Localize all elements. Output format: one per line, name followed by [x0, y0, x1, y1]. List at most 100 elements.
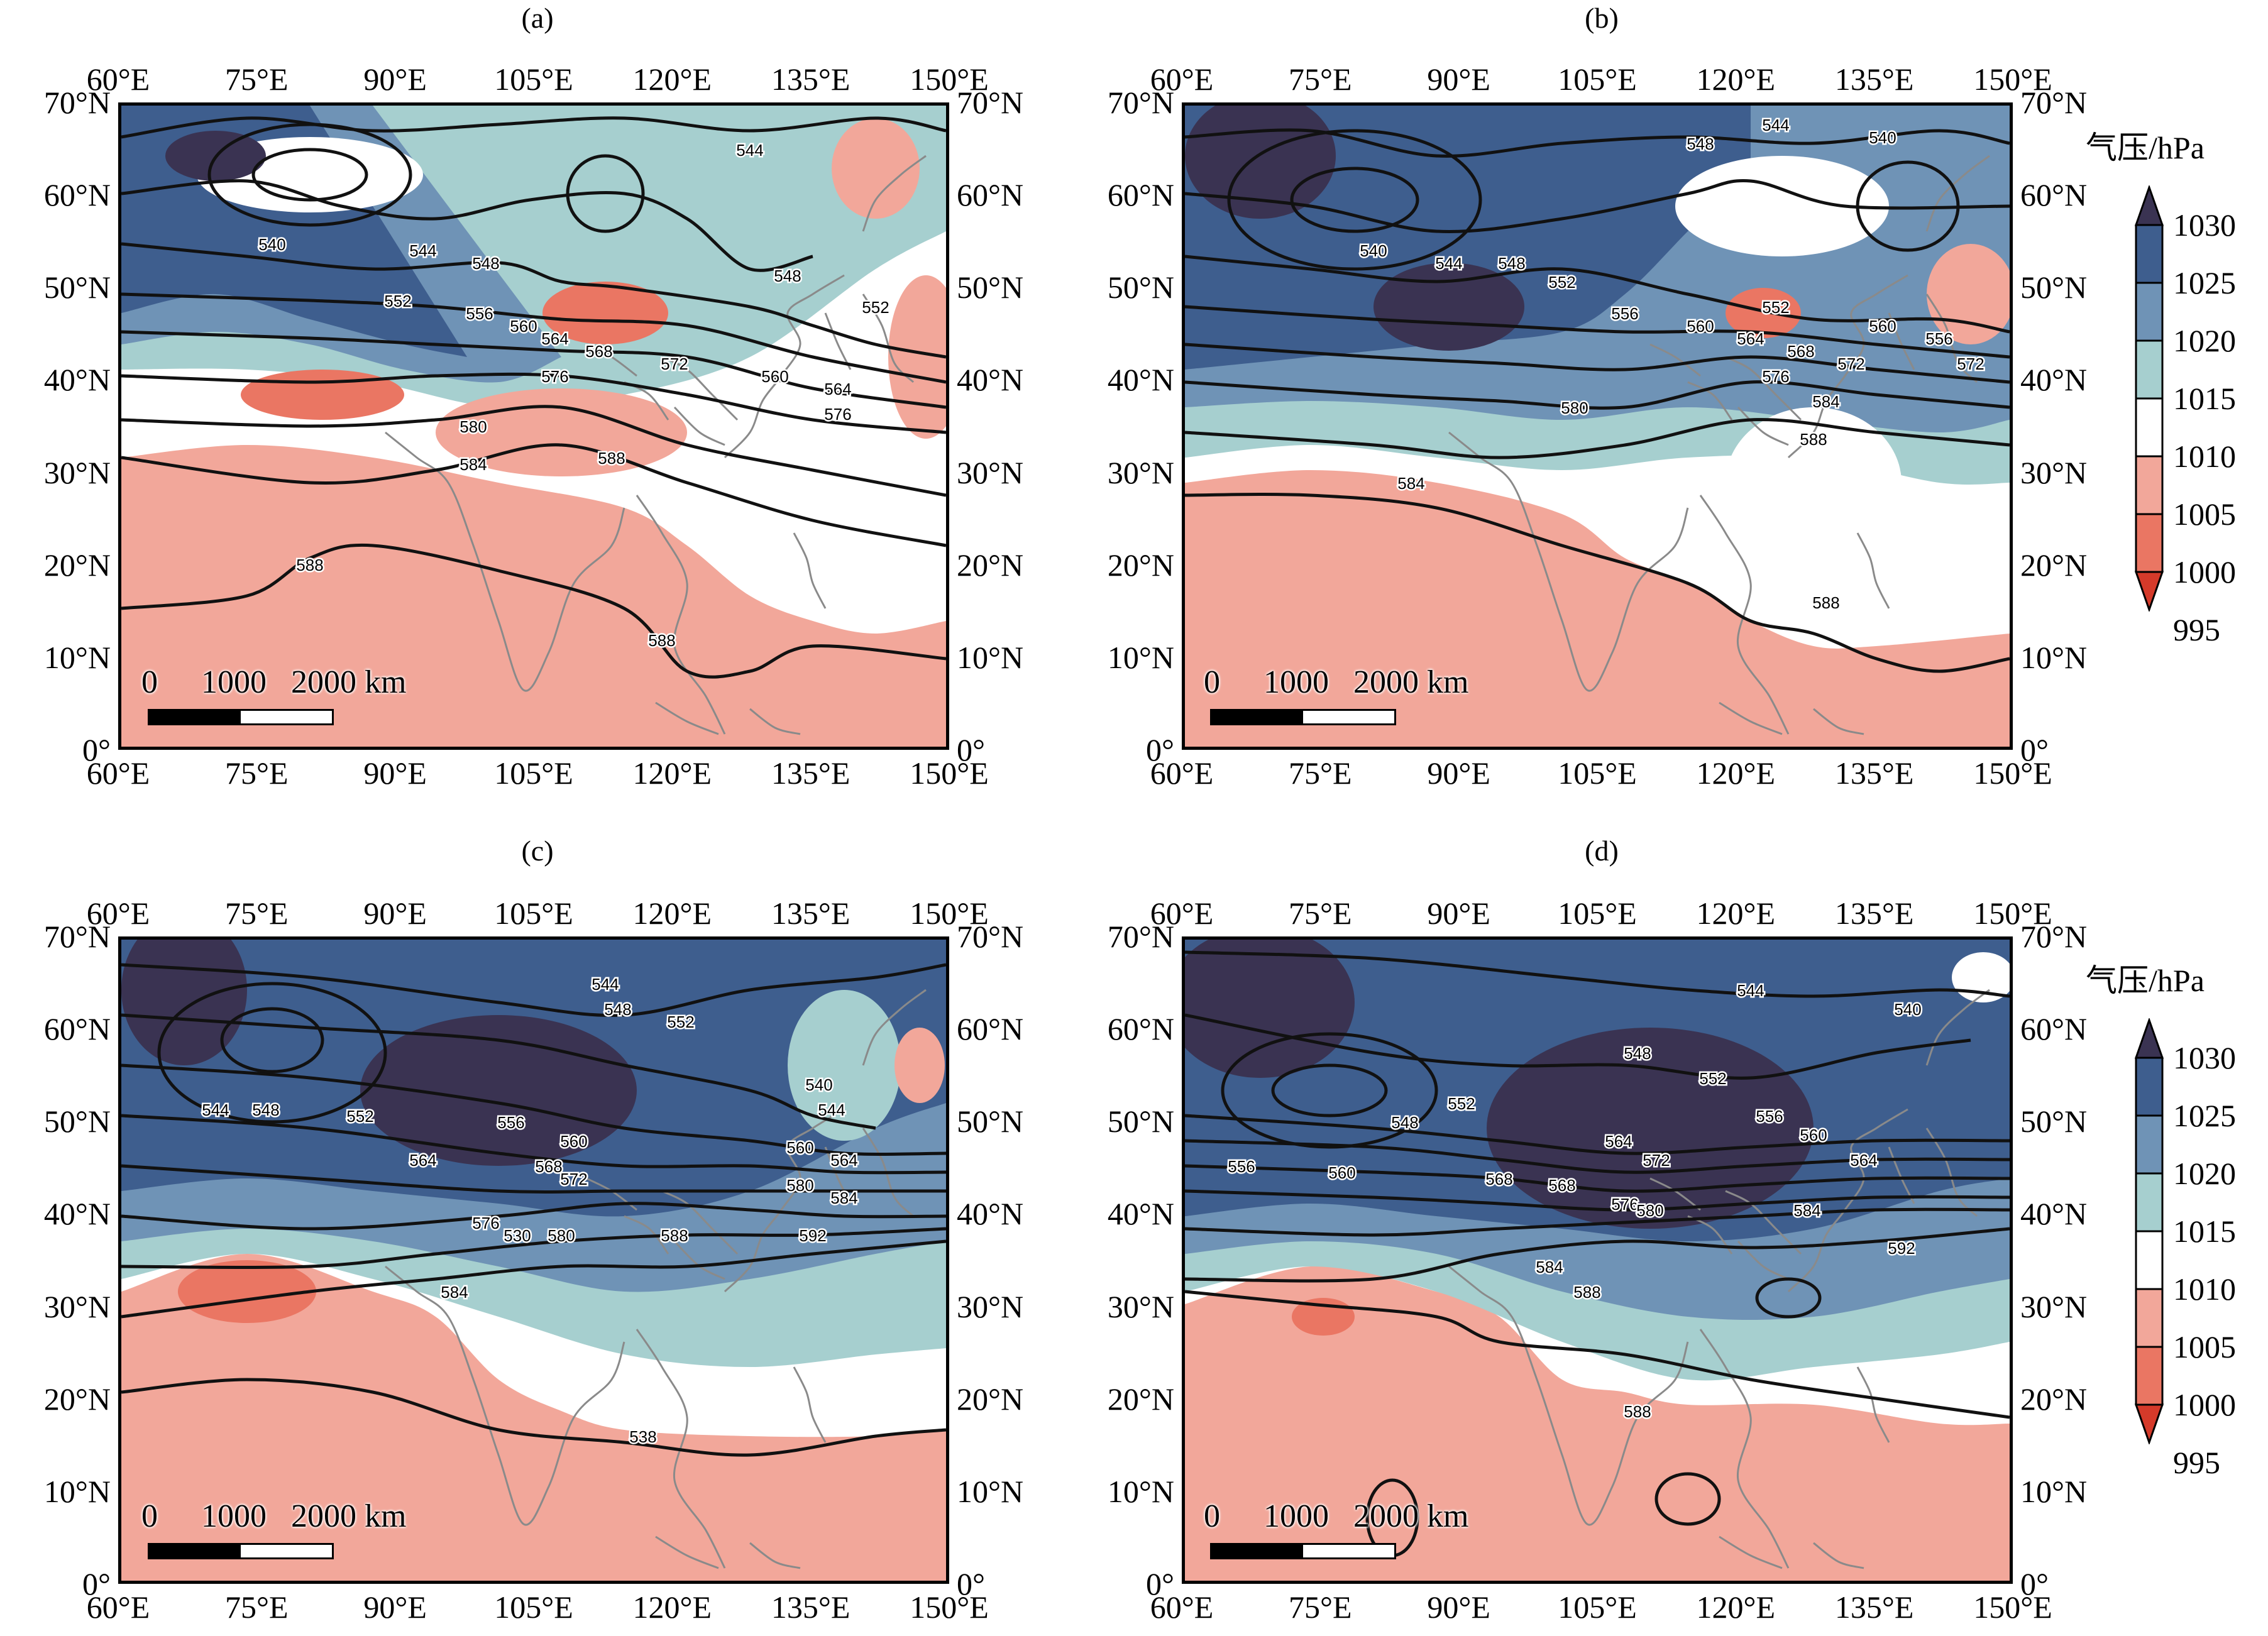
contour-label: 544 — [592, 975, 619, 994]
height-contour — [1185, 1207, 2010, 1237]
lon-tick-label: 60°E — [86, 896, 150, 931]
contour-label: 576 — [541, 367, 568, 386]
lon-tick-label: 150°E — [1973, 1589, 2052, 1625]
lat-tick-label: 0° — [82, 1566, 111, 1601]
map-canvas: 544 540 548 552 552 548 556 560 568 564 576 572 580 5… — [1185, 940, 2010, 1581]
lat-tick-label: 0° — [82, 732, 111, 767]
height-contour — [1185, 1164, 2010, 1193]
contour-label: 540 — [1894, 1000, 1921, 1019]
contour-label: 572 — [1957, 354, 1984, 373]
lon-tick-label: 60°E — [1150, 62, 1214, 97]
lat-tick-label: 10°N — [2020, 1473, 2088, 1509]
contour-label: 560 — [1328, 1163, 1355, 1182]
lon-tick-label: 150°E — [910, 62, 989, 97]
pressure-fill-1005 — [895, 1028, 945, 1103]
contour-label: 580 — [1636, 1201, 1663, 1220]
lat-tick-label: 20°N — [957, 1381, 1024, 1417]
lat-tick-label: 60°N — [1107, 177, 1174, 213]
contour-label: 552 — [1762, 298, 1789, 317]
contour-label: 576 — [472, 1214, 499, 1232]
lon-tick-label: 135°E — [1834, 1589, 1914, 1625]
pressure-fill-1030 — [1373, 263, 1524, 351]
contour-label: 588 — [1624, 1402, 1651, 1421]
lat-tick-label: 10°N — [957, 1473, 1024, 1509]
lat-tick-label: 50°N — [2020, 270, 2088, 305]
lon-tick-label: 105°E — [1558, 62, 1637, 97]
contour-label: 556 — [497, 1113, 524, 1132]
lat-tick-label: 50°N — [1107, 270, 1174, 305]
lon-tick-label: 75°E — [225, 1589, 289, 1625]
contour-label: 552 — [1448, 1094, 1475, 1113]
colorbar-level-label: 1010 — [2173, 439, 2236, 474]
contour-label: 564 — [824, 380, 851, 398]
contour-label: 552 — [1548, 273, 1575, 292]
lon-tick-label: 75°E — [1289, 62, 1352, 97]
contour-label: 560 — [1800, 1126, 1827, 1145]
lon-tick-label: 105°E — [494, 755, 573, 791]
lon-tick-label: 75°E — [225, 755, 289, 791]
pressure-fill-1005 — [121, 445, 946, 747]
contour-label: 552 — [862, 298, 889, 317]
pressure-fill-1000 — [1726, 288, 1801, 338]
height-contour — [1185, 255, 2010, 334]
contour-label: 588 — [1573, 1283, 1600, 1302]
height-contour — [121, 1239, 946, 1319]
contour-label: 548 — [604, 1000, 631, 1019]
lat-tick-label: 50°N — [2020, 1104, 2088, 1139]
contour-label: 568 — [1485, 1170, 1512, 1189]
pressure-fill-1005 — [888, 275, 946, 439]
height-contour — [220, 1007, 324, 1073]
height-contour — [121, 330, 946, 409]
contour-label: 548 — [252, 1101, 279, 1119]
contour-label: 584 — [441, 1283, 468, 1302]
height-contour — [1185, 1290, 2010, 1419]
scalebar-1000: 1000 — [1263, 664, 1329, 700]
contour-label: 548 — [472, 254, 499, 273]
height-contour — [121, 443, 946, 547]
contour-label: 560 — [510, 317, 537, 336]
contour-label: 588 — [598, 449, 625, 468]
contour-label: 576 — [1762, 367, 1789, 386]
height-contour — [121, 1202, 946, 1231]
lat-tick-label: 40°N — [2020, 1196, 2088, 1232]
colorbar-level-label: 1015 — [2173, 381, 2236, 416]
pressure-fill-1030 — [360, 1015, 637, 1166]
contour-label: 544 — [409, 241, 436, 260]
contour-label: 540 — [805, 1075, 832, 1094]
contour-label: 560 — [560, 1132, 587, 1151]
colorbar-level-label: 1025 — [2173, 265, 2236, 300]
lat-tick-label: 0° — [957, 1566, 985, 1601]
contour-label: 560 — [1687, 317, 1714, 336]
contour-label: 568 — [1548, 1176, 1575, 1195]
lon-tick-label: 105°E — [494, 896, 573, 931]
lon-tick-label: 105°E — [1558, 1589, 1637, 1625]
contour-label: 572 — [560, 1170, 587, 1189]
coastline — [385, 989, 927, 1569]
contour-label: 560 — [1869, 317, 1896, 336]
height-contour — [207, 123, 412, 227]
lat-tick-label: 30°N — [1107, 454, 1174, 490]
contour-label: 588 — [1800, 430, 1827, 449]
lat-tick-label: 50°N — [957, 1104, 1024, 1139]
lon-tick-label: 135°E — [771, 62, 851, 97]
lon-tick-label: 150°E — [1973, 896, 2052, 931]
pressure-fill-1005 — [121, 1254, 946, 1581]
colorbar-level-label: 1025 — [2173, 1098, 2236, 1133]
map-panel-c: 544 548 552 544 548 552 556 560 564 568 572 576 580 5… — [118, 936, 949, 1584]
lon-tick-label: 120°E — [632, 896, 712, 931]
lon-tick-label: 150°E — [1973, 62, 2052, 97]
colorbar-level-label: 1020 — [2173, 323, 2236, 358]
pressure-fill-1000 — [178, 1260, 316, 1323]
height-contour — [1185, 1189, 2010, 1212]
lon-tick-label: 120°E — [1696, 755, 1776, 791]
lat-tick-label: 40°N — [43, 362, 111, 398]
contour-label: 580 — [460, 417, 487, 436]
lon-tick-label: 150°E — [910, 755, 989, 791]
colorbar-level-label: 1005 — [2173, 497, 2236, 532]
contour-label: 572 — [1837, 354, 1864, 373]
scalebar-2000km: 2000 km — [1353, 1498, 1469, 1534]
lat-tick-label: 20°N — [957, 547, 1024, 583]
height-contour — [121, 116, 946, 139]
height-contour — [1271, 1063, 1388, 1117]
lat-tick-label: 0° — [2020, 732, 2049, 767]
